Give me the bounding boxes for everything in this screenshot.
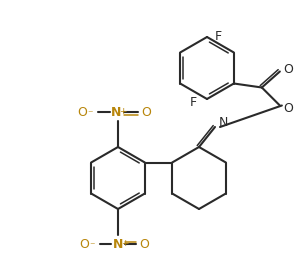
- Text: O: O: [141, 106, 151, 119]
- Text: ⁻: ⁻: [87, 109, 93, 119]
- Text: F: F: [189, 96, 197, 109]
- Text: O: O: [283, 63, 293, 76]
- Text: O: O: [283, 102, 293, 115]
- Text: N: N: [113, 237, 123, 250]
- Text: O: O: [139, 237, 149, 250]
- Text: N: N: [111, 106, 121, 119]
- Text: +: +: [121, 240, 129, 248]
- Text: O: O: [77, 106, 87, 119]
- Text: F: F: [214, 29, 222, 42]
- Text: O: O: [79, 237, 89, 250]
- Text: ⁻: ⁻: [89, 241, 95, 251]
- Text: N: N: [218, 117, 228, 130]
- Text: +: +: [119, 107, 127, 117]
